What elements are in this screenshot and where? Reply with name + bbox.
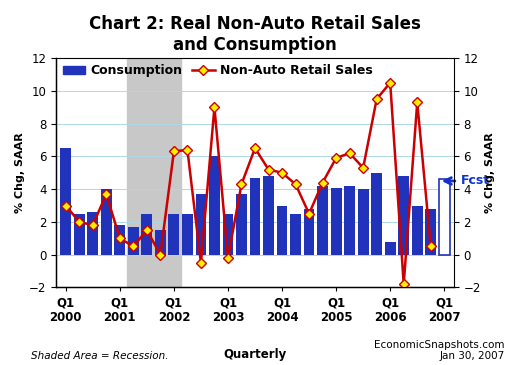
- Legend: Consumption, Non-Auto Retail Sales: Consumption, Non-Auto Retail Sales: [63, 64, 372, 77]
- Bar: [222, 214, 233, 255]
- Bar: [74, 214, 84, 255]
- Bar: [330, 188, 341, 255]
- Text: Fcst: Fcst: [444, 174, 489, 188]
- Text: Shaded Area = Recession.: Shaded Area = Recession.: [31, 351, 168, 361]
- Bar: [425, 209, 435, 255]
- Bar: [290, 214, 300, 255]
- Text: EconomicSnapshots.com
Jan 30, 2007: EconomicSnapshots.com Jan 30, 2007: [374, 340, 504, 361]
- Title: Chart 2: Real Non-Auto Retail Sales
and Consumption: Chart 2: Real Non-Auto Retail Sales and …: [89, 15, 420, 54]
- Y-axis label: % Chg, SAAR: % Chg, SAAR: [15, 132, 25, 213]
- Bar: [114, 225, 125, 255]
- Text: Quarterly: Quarterly: [223, 348, 286, 361]
- Bar: [101, 189, 111, 255]
- Bar: [209, 156, 219, 255]
- Bar: [398, 176, 408, 255]
- Bar: [411, 205, 422, 255]
- Bar: [384, 242, 395, 255]
- Bar: [263, 176, 273, 255]
- Bar: [87, 212, 98, 255]
- Bar: [276, 205, 287, 255]
- Bar: [182, 214, 192, 255]
- Bar: [195, 194, 206, 255]
- Bar: [438, 179, 449, 255]
- Bar: [236, 194, 246, 255]
- Bar: [128, 227, 138, 255]
- Bar: [168, 214, 179, 255]
- Bar: [357, 189, 368, 255]
- Bar: [126, 58, 180, 287]
- Bar: [249, 178, 260, 255]
- Bar: [303, 209, 314, 255]
- Y-axis label: % Chg, SAAR: % Chg, SAAR: [484, 132, 494, 213]
- Bar: [371, 173, 381, 255]
- Bar: [344, 186, 354, 255]
- Bar: [155, 230, 165, 255]
- Bar: [317, 186, 327, 255]
- Bar: [141, 214, 152, 255]
- Bar: [60, 148, 71, 255]
